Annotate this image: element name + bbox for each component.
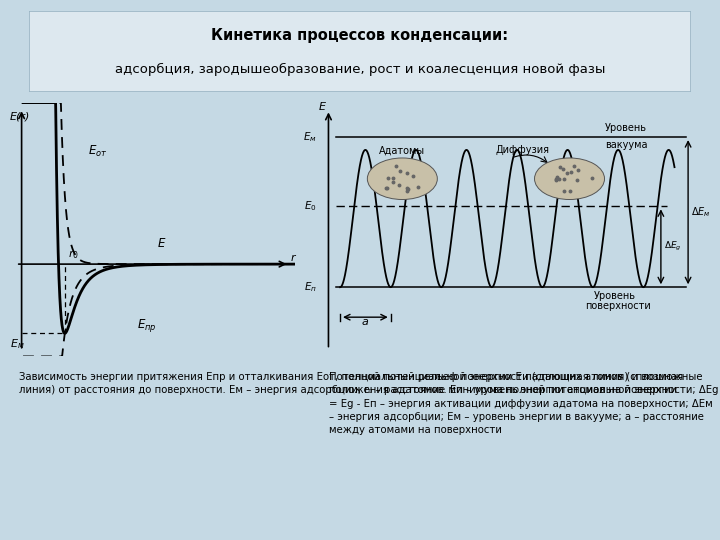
FancyBboxPatch shape: [29, 11, 691, 92]
Text: $E_м$: $E_м$: [303, 130, 317, 144]
Text: а: а: [362, 318, 369, 327]
Circle shape: [534, 158, 605, 199]
Text: r: r: [291, 253, 295, 262]
Text: $E$: $E$: [157, 237, 166, 250]
Text: Диффузия: Диффузия: [496, 145, 550, 156]
Text: Потенциальный рельеф поверхности (сплошная линия) и возможные положения адатомов: Потенциальный рельеф поверхности (сплошн…: [328, 372, 718, 435]
Text: адсорбция, зародышеобразование, рост и коалесценция новой фазы: адсорбция, зародышеобразование, рост и к…: [114, 63, 606, 76]
Text: вакуума: вакуума: [605, 140, 647, 150]
Text: Кинетика процессов конденсации:: Кинетика процессов конденсации:: [212, 28, 508, 43]
Text: $r_0$: $r_0$: [68, 248, 78, 261]
Text: E: E: [319, 102, 325, 112]
Text: Адатомы: Адатомы: [379, 145, 426, 156]
Text: $E_{от}$: $E_{от}$: [88, 144, 107, 159]
Text: $E_п$: $E_п$: [304, 280, 317, 294]
Text: $\Delta E_g$: $\Delta E_g$: [664, 240, 681, 253]
Text: $E_{м}$: $E_{м}$: [10, 337, 24, 350]
Text: Зависимость энергии притяжения Eпр и отталкивания Eот, полной потенциальной энер: Зависимость энергии притяжения Eпр и отт…: [19, 372, 683, 395]
Text: поверхности: поверхности: [585, 301, 651, 311]
Text: $E_0$: $E_0$: [304, 199, 317, 213]
Text: Уровень: Уровень: [606, 124, 647, 133]
Text: $\Delta E_м$: $\Delta E_м$: [690, 205, 711, 219]
Text: $E_{пр}$: $E_{пр}$: [137, 316, 156, 334]
Circle shape: [367, 158, 437, 199]
Text: Уровень: Уровень: [593, 291, 636, 301]
Text: E(r): E(r): [10, 112, 30, 122]
